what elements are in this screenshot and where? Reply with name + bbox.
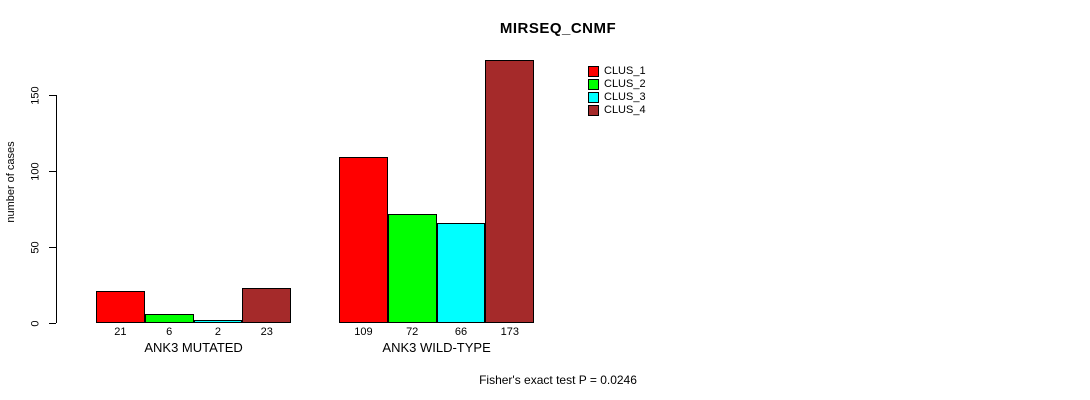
bar-value-label: 72: [406, 326, 419, 338]
bar-clus-3-ank3-wild-type: [436, 222, 486, 323]
legend-item-clus-2: CLUS_2: [588, 79, 678, 90]
legend-label: CLUS_4: [604, 104, 646, 116]
legend-label: CLUS_1: [604, 65, 646, 77]
bar-value-label: 2: [214, 326, 222, 338]
y-tick-mark: [49, 94, 56, 96]
legend-item-clus-3: CLUS_3: [588, 92, 678, 103]
bar-value-label: 173: [500, 326, 519, 338]
bar-value-label: 66: [454, 326, 468, 338]
bar-clus-3-ank3-mutated: [193, 319, 243, 323]
bar-value-label: 23: [260, 326, 273, 338]
category-label-ank3-mutated: ANK3 MUTATED: [144, 340, 243, 355]
y-tick-label: 0: [29, 319, 42, 327]
legend-swatch-icon: [588, 105, 599, 116]
y-axis-label: number of cases: [5, 141, 17, 223]
legend-label: CLUS_3: [604, 91, 646, 103]
legend-item-clus-1: CLUS_1: [588, 66, 678, 77]
bar-value-label: 6: [166, 326, 173, 338]
y-tick-label: 100: [29, 161, 42, 181]
y-tick-mark: [49, 322, 56, 324]
legend-swatch-icon: [588, 92, 599, 103]
y-axis-line: [56, 95, 57, 323]
bar-clus-2-ank3-wild-type: [387, 213, 437, 323]
chart-title: MIRSEQ_CNMF: [499, 20, 617, 37]
bar-clus-1-ank3-wild-type: [339, 157, 388, 323]
bar-clus-4-ank3-mutated: [242, 288, 292, 323]
legend-item-clus-4: CLUS_4: [588, 105, 678, 116]
bar-clus-1-ank3-mutated: [96, 291, 145, 323]
annotation-text: Fisher's exact test P = 0.0246: [479, 373, 637, 387]
y-tick-mark: [49, 170, 56, 172]
bar-value-label: 21: [114, 326, 127, 338]
bar-clus-2-ank3-mutated: [144, 313, 194, 323]
legend-swatch-icon: [588, 79, 599, 90]
bar-clus-4-ank3-wild-type: [485, 60, 535, 323]
legend-swatch-icon: [588, 66, 599, 77]
legend-label: CLUS_2: [604, 78, 646, 90]
category-label-ank3-wild-type: ANK3 WILD-TYPE: [382, 340, 491, 355]
y-tick-label: 50: [29, 240, 42, 254]
y-tick-label: 150: [29, 85, 42, 105]
y-tick-mark: [49, 246, 56, 248]
bar-value-label: 109: [354, 326, 373, 338]
